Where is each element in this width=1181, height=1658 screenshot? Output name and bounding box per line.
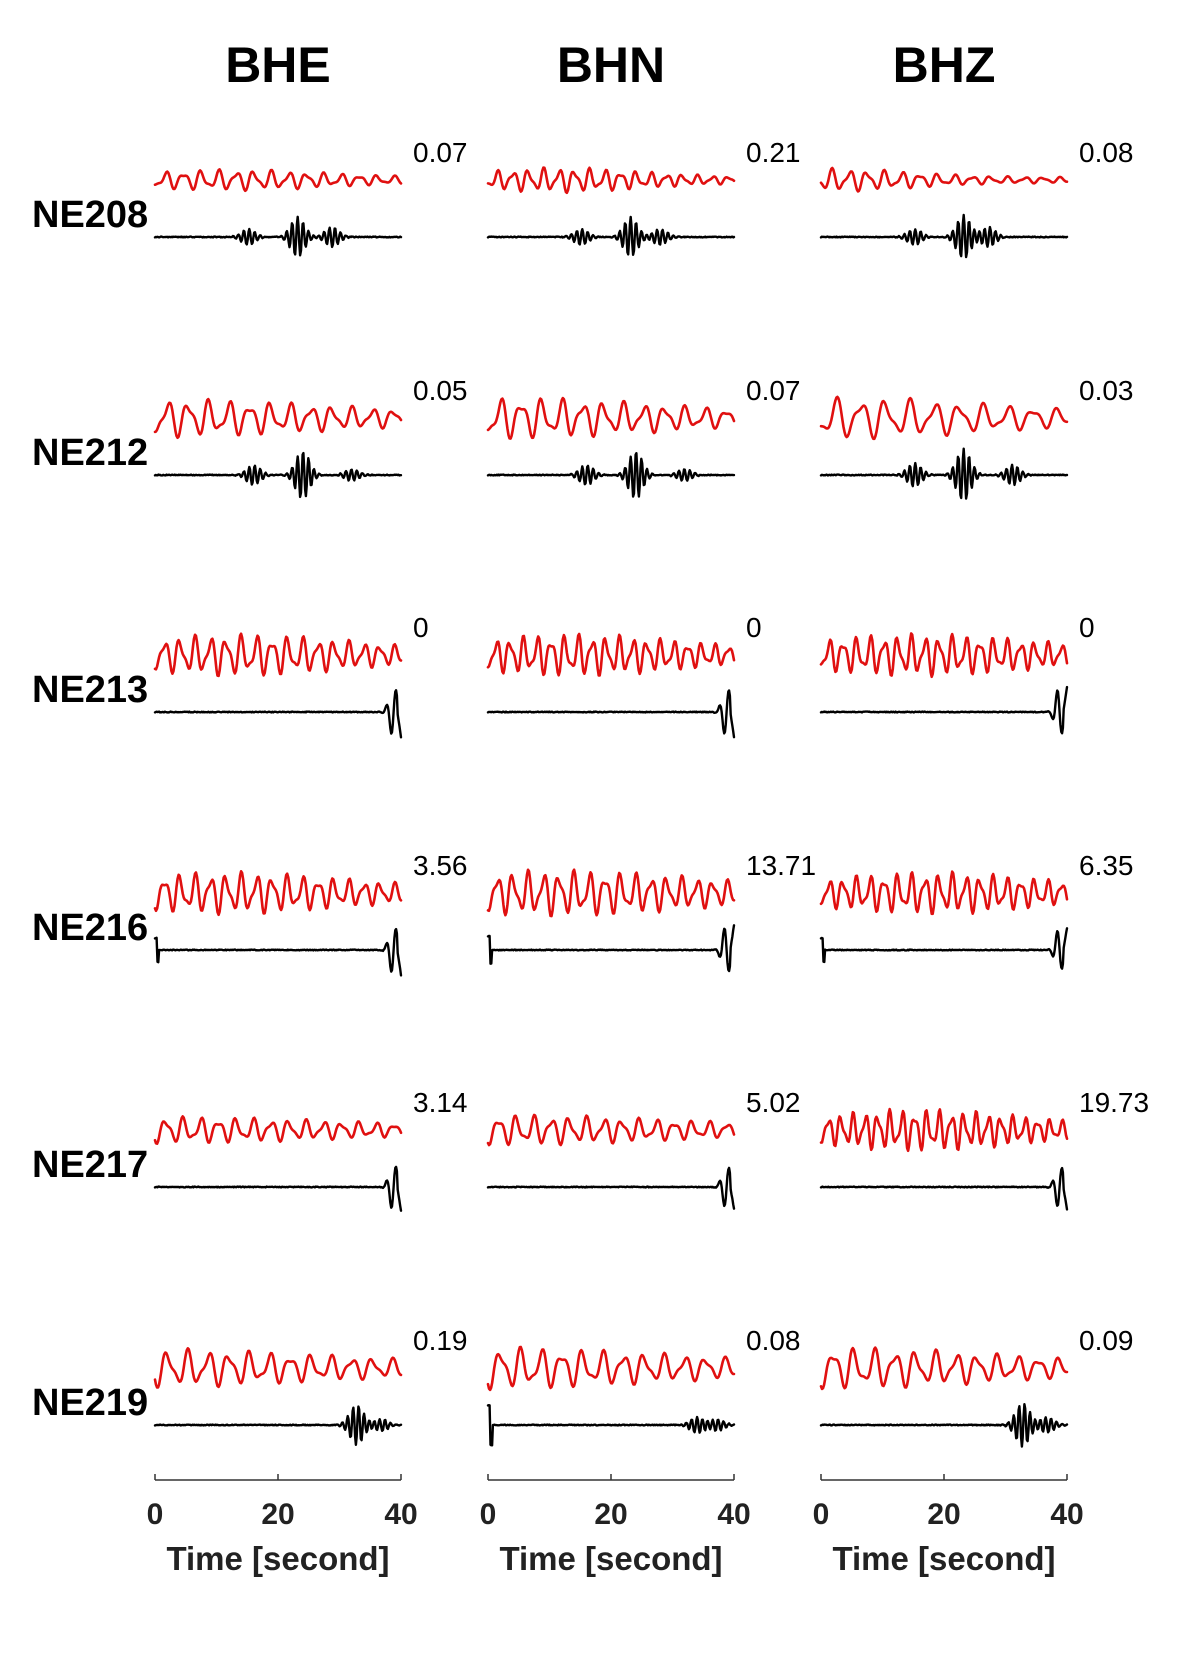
upper-trace-ne216-bhz <box>819 870 1069 916</box>
upper-trace-ne216-bhn <box>486 868 736 918</box>
lower-trace-ne212-bhn <box>486 452 736 498</box>
x-tick-label-bhz-0: 0 <box>813 1498 830 1531</box>
lower-trace-ne217-bhn <box>486 1166 736 1210</box>
lower-trace-ne208-bhz <box>819 213 1069 259</box>
upper-trace-ne208-bhe <box>153 168 403 193</box>
upper-trace-ne212-bhn <box>486 396 736 440</box>
lower-trace-ne212-bhz <box>819 447 1069 500</box>
lower-trace-ne219-bhn <box>486 1404 736 1447</box>
lower-trace-ne216-bhn <box>486 924 736 973</box>
value-label-ne208-bhe: 0.07 <box>413 137 468 168</box>
component-title-bhe: BHE <box>225 37 331 93</box>
upper-trace-ne219-bhe <box>153 1347 403 1389</box>
lower-trace-ne213-bhz <box>819 685 1069 735</box>
station-labels: NE208 NE212 NE213 NE216 NE217 NE219 <box>32 194 148 1424</box>
value-label-ne217-bhn: 5.02 <box>746 1087 801 1118</box>
value-label-ne217-bhz: 19.73 <box>1079 1087 1149 1118</box>
value-label-ne216-bhe: 3.56 <box>413 850 468 881</box>
upper-trace-ne213-bhz <box>819 632 1069 679</box>
component-title-bhn: BHN <box>557 37 665 93</box>
upper-trace-ne216-bhe <box>153 870 403 917</box>
value-label-ne208-bhn: 0.21 <box>746 137 801 168</box>
waveform-traces <box>153 166 1069 1448</box>
value-label-ne208-bhz: 0.08 <box>1079 137 1134 168</box>
upper-trace-ne212-bhe <box>153 397 403 440</box>
lower-trace-ne219-bhz <box>819 1403 1069 1448</box>
x-tick-label-bhe-40: 40 <box>384 1498 417 1531</box>
upper-trace-ne219-bhn <box>486 1345 736 1392</box>
x-axis-label-bhz: Time [second] <box>832 1540 1055 1577</box>
value-label-ne213-bhz: 0 <box>1079 612 1095 643</box>
upper-trace-ne219-bhz <box>819 1346 1069 1391</box>
value-label-ne212-bhn: 0.07 <box>746 375 801 406</box>
lower-trace-ne208-bhn <box>486 215 736 256</box>
value-labels: 0.07 0.21 0.08 0.05 0.07 0.03 0 0 0 3.56 13.71 6.35… <box>413 137 1149 1356</box>
value-label-ne219-bhe: 0.19 <box>413 1325 468 1356</box>
value-label-ne216-bhn: 13.71 <box>746 850 816 881</box>
lower-trace-ne217-bhz <box>819 1166 1069 1211</box>
component-titles: BHE BHN BHZ <box>225 37 995 93</box>
x-axis-label-bhn: Time [second] <box>499 1540 722 1577</box>
lower-trace-ne219-bhe <box>153 1405 403 1446</box>
upper-trace-ne208-bhn <box>486 166 736 195</box>
value-label-ne219-bhz: 0.09 <box>1079 1325 1134 1356</box>
value-label-ne216-bhz: 6.35 <box>1079 850 1134 881</box>
station-label-ne212: NE212 <box>32 432 148 474</box>
x-tick-label-bhe-0: 0 <box>147 1498 164 1531</box>
value-label-ne213-bhn: 0 <box>746 612 762 643</box>
station-label-ne213: NE213 <box>32 669 148 711</box>
station-label-ne208: NE208 <box>32 194 148 236</box>
lower-trace-ne208-bhe <box>153 215 403 257</box>
upper-trace-ne217-bhz <box>819 1107 1069 1153</box>
upper-trace-ne217-bhe <box>153 1115 403 1145</box>
lower-trace-ne213-bhn <box>486 689 736 739</box>
value-label-ne213-bhe: 0 <box>413 612 429 643</box>
upper-trace-ne213-bhe <box>153 632 403 678</box>
lower-trace-ne213-bhe <box>153 689 403 739</box>
x-tick-label-bhn-0: 0 <box>480 1498 497 1531</box>
x-tick-label-bhz-40: 40 <box>1050 1498 1083 1531</box>
value-label-ne212-bhe: 0.05 <box>413 375 468 406</box>
x-tick-label-bhe-20: 20 <box>261 1498 294 1531</box>
lower-trace-ne216-bhz <box>819 927 1069 970</box>
value-label-ne217-bhe: 3.14 <box>413 1087 468 1118</box>
component-title-bhz: BHZ <box>893 37 996 93</box>
x-tick-label-bhz-20: 20 <box>927 1498 960 1531</box>
lower-trace-ne216-bhe <box>153 927 403 977</box>
station-label-ne216: NE216 <box>32 907 148 949</box>
lower-trace-ne217-bhe <box>153 1165 403 1212</box>
station-label-ne219: NE219 <box>32 1382 148 1424</box>
station-label-ne217: NE217 <box>32 1144 148 1186</box>
upper-trace-ne213-bhn <box>486 632 736 677</box>
x-axis-label-bhe: Time [second] <box>166 1540 389 1577</box>
value-label-ne219-bhn: 0.08 <box>746 1325 801 1356</box>
upper-trace-ne212-bhz <box>819 395 1069 441</box>
lower-trace-ne212-bhe <box>153 451 403 499</box>
value-label-ne212-bhz: 0.03 <box>1079 375 1134 406</box>
x-tick-label-bhn-20: 20 <box>594 1498 627 1531</box>
upper-trace-ne217-bhn <box>486 1113 736 1147</box>
x-tick-label-bhn-40: 40 <box>717 1498 750 1531</box>
upper-trace-ne208-bhz <box>819 166 1069 193</box>
